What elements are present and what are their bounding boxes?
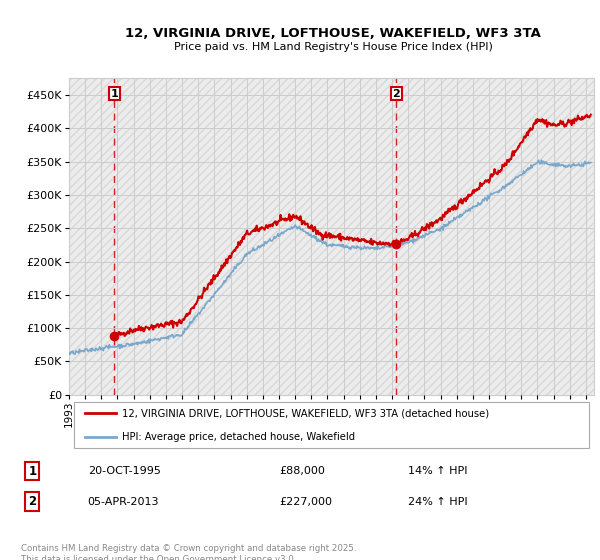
Text: 1: 1	[28, 464, 37, 478]
Text: 12, VIRGINIA DRIVE, LOFTHOUSE, WAKEFIELD, WF3 3TA: 12, VIRGINIA DRIVE, LOFTHOUSE, WAKEFIELD…	[125, 27, 541, 40]
Text: 05-APR-2013: 05-APR-2013	[88, 497, 159, 507]
Text: 2: 2	[28, 496, 37, 508]
Text: 14% ↑ HPI: 14% ↑ HPI	[408, 466, 467, 476]
Text: £88,000: £88,000	[280, 466, 326, 476]
Text: 12, VIRGINIA DRIVE, LOFTHOUSE, WAKEFIELD, WF3 3TA (detached house): 12, VIRGINIA DRIVE, LOFTHOUSE, WAKEFIELD…	[121, 408, 488, 418]
FancyBboxPatch shape	[74, 402, 589, 448]
Text: Contains HM Land Registry data © Crown copyright and database right 2025.
This d: Contains HM Land Registry data © Crown c…	[21, 544, 356, 560]
Text: Price paid vs. HM Land Registry's House Price Index (HPI): Price paid vs. HM Land Registry's House …	[173, 42, 493, 52]
Text: 24% ↑ HPI: 24% ↑ HPI	[408, 497, 467, 507]
Text: 20-OCT-1995: 20-OCT-1995	[88, 466, 161, 476]
Text: 1: 1	[110, 88, 118, 99]
Text: £227,000: £227,000	[280, 497, 333, 507]
Text: HPI: Average price, detached house, Wakefield: HPI: Average price, detached house, Wake…	[121, 432, 355, 442]
Text: 2: 2	[392, 88, 400, 99]
